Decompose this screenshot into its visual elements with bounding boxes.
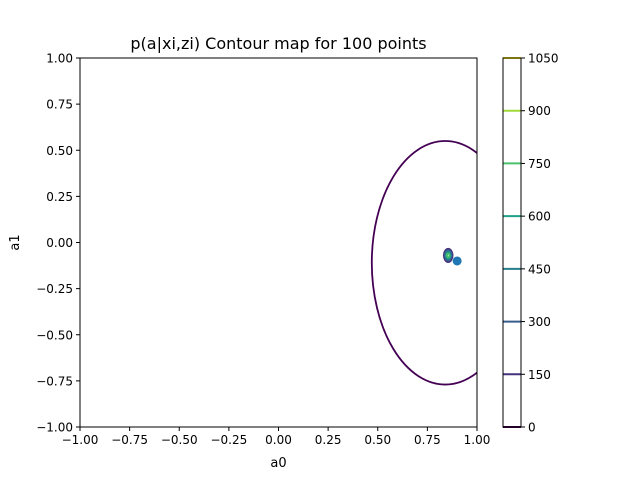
y-axis: −1.00 −0.75 −0.50 −0.25 0.00 0.25 0.50 0.75 1.00 [36, 52, 80, 435]
x-tick-label: −0.75 [111, 433, 148, 447]
colorbar-tick-label: 150 [528, 368, 551, 382]
colorbar: 0 150 300 450 600 750 900 1050 [502, 52, 559, 435]
x-tick-label: −1.00 [62, 433, 99, 447]
colorbar-tick-label: 900 [528, 104, 551, 118]
x-tick-label: 0.00 [265, 433, 292, 447]
chart-title: p(a|xi,zi) Contour map for 100 points [130, 34, 426, 53]
y-tick-label: 0.00 [46, 236, 73, 250]
y-axis-label: a1 [8, 234, 23, 250]
x-tick-label: 1.00 [464, 433, 491, 447]
colorbar-tick-label: 1050 [528, 52, 559, 66]
contour-line-150 [442, 247, 454, 263]
plot-frame [79, 57, 478, 428]
y-tick-label: 0.75 [46, 98, 73, 112]
y-tick-label: 0.25 [46, 190, 73, 204]
x-axis-label: a0 [270, 456, 286, 471]
y-tick-label: 0.50 [46, 144, 73, 158]
contour-line-0 [370, 140, 477, 386]
x-tick-label: 0.25 [315, 433, 342, 447]
x-tick-label: −0.25 [210, 433, 247, 447]
x-tick-label: 0.50 [364, 433, 391, 447]
y-tick-label: −0.25 [36, 282, 73, 296]
colorbar-tick-label: 300 [528, 315, 551, 329]
data-point-marker-0 [452, 256, 462, 266]
contour-group [370, 140, 477, 386]
y-tick-label: 1.00 [46, 52, 73, 66]
x-tick-label: 0.75 [414, 433, 441, 447]
plot-area [370, 140, 477, 386]
x-axis: −1.00 −0.75 −0.50 −0.25 0.00 0.25 0.50 0.75 1.00 [62, 427, 491, 447]
colorbar-tick-label: 450 [528, 262, 551, 276]
x-tick-label: −0.50 [161, 433, 198, 447]
colorbar-tick-label: 0 [528, 421, 536, 435]
contour-line-750 [446, 252, 451, 258]
y-tick-label: −0.50 [36, 328, 73, 342]
y-tick-label: −0.75 [36, 374, 73, 388]
colorbar-tick-label: 600 [528, 210, 551, 224]
colorbar-tick-label: 750 [528, 157, 551, 171]
colorbar-frame [502, 57, 522, 428]
y-tick-label: −1.00 [36, 421, 73, 435]
